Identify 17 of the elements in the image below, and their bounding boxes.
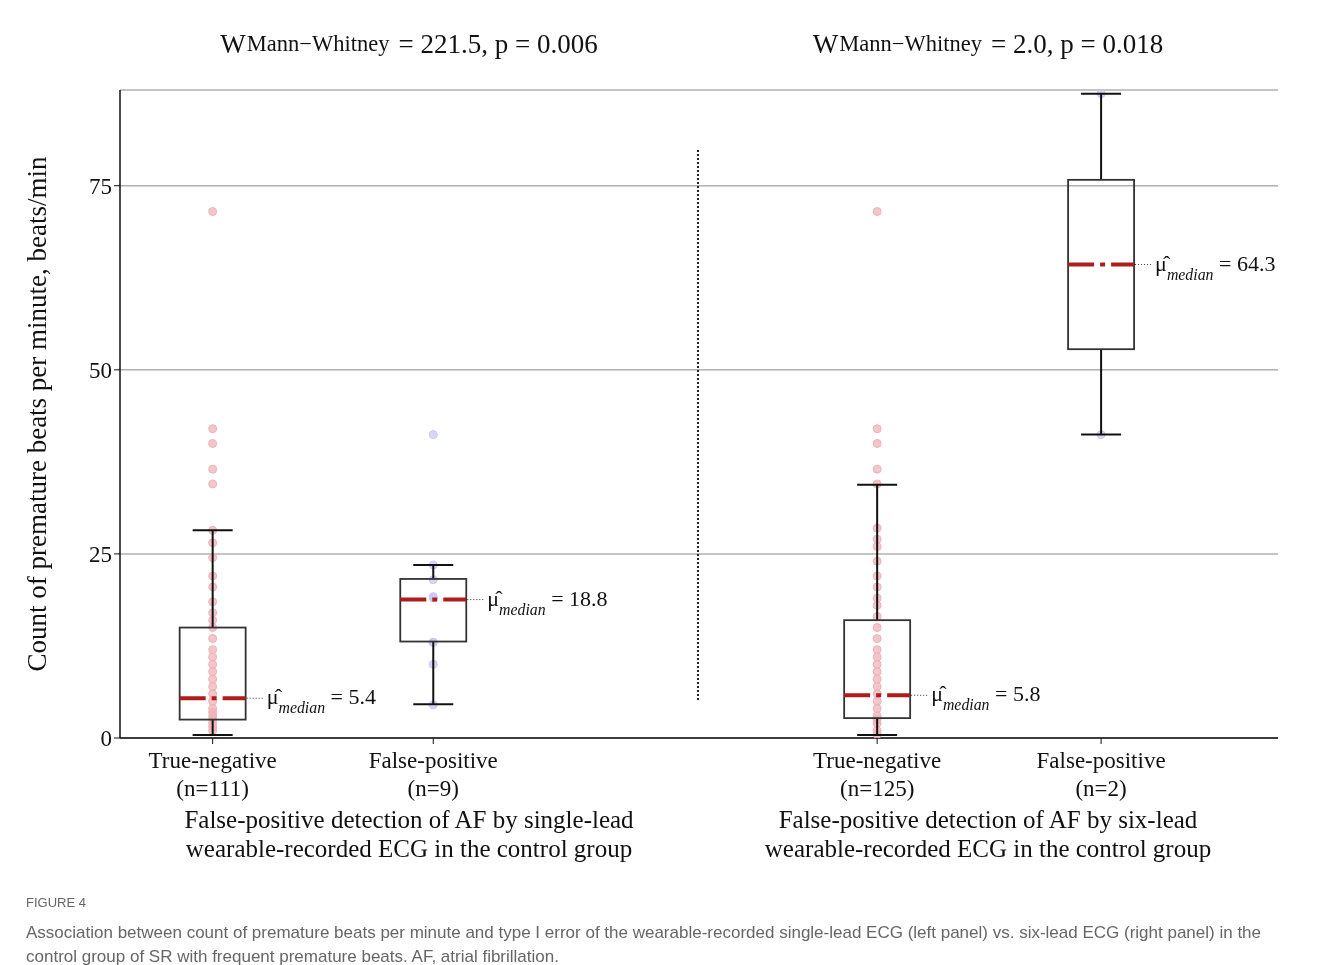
x-tick-label: True-negative (n=125) <box>813 748 942 801</box>
annotation: μ̂$_{median}$ = 64.3 <box>1155 250 1276 283</box>
y-tick-label: 25 <box>89 542 112 568</box>
x-tick-label: False-positive (n=2) <box>1036 748 1166 801</box>
annotation: μ̂$_{median}$ = 5.4 <box>266 684 376 716</box>
caption: FIGURE 4 <box>26 894 87 912</box>
x-axis-title: False-positive detection of AF by six-lead wearable-recorded ECG in the control group <box>763 805 1213 863</box>
text: Association between count of premature beats per minute and type I error of the wearable-recorded single-lead ECG (left panel) vs. six-lead ECG (right panel) in the control group of SR with frequent premature beats. AF, atrial fibrillation. <box>26 922 1263 965</box>
y-tick-label: 75 <box>89 173 112 199</box>
x-tick-label: False-positive (n=9) <box>368 748 498 801</box>
y-axis-title: Count of premature beats per minute, beats/min <box>21 155 52 672</box>
x-axis-title: False-positive detection of AF by single-lead wearable-recorded ECG in the control group <box>183 805 635 863</box>
y-tick-label: 0 <box>100 726 112 752</box>
x-tick-label: True-negative (n=111) <box>148 748 277 801</box>
annotation: μ̂$_{median}$ = 18.8 <box>487 585 608 618</box>
annotation: μ̂$_{median}$ = 5.8 <box>931 681 1041 713</box>
y-tick-label: 50 <box>89 357 112 383</box>
